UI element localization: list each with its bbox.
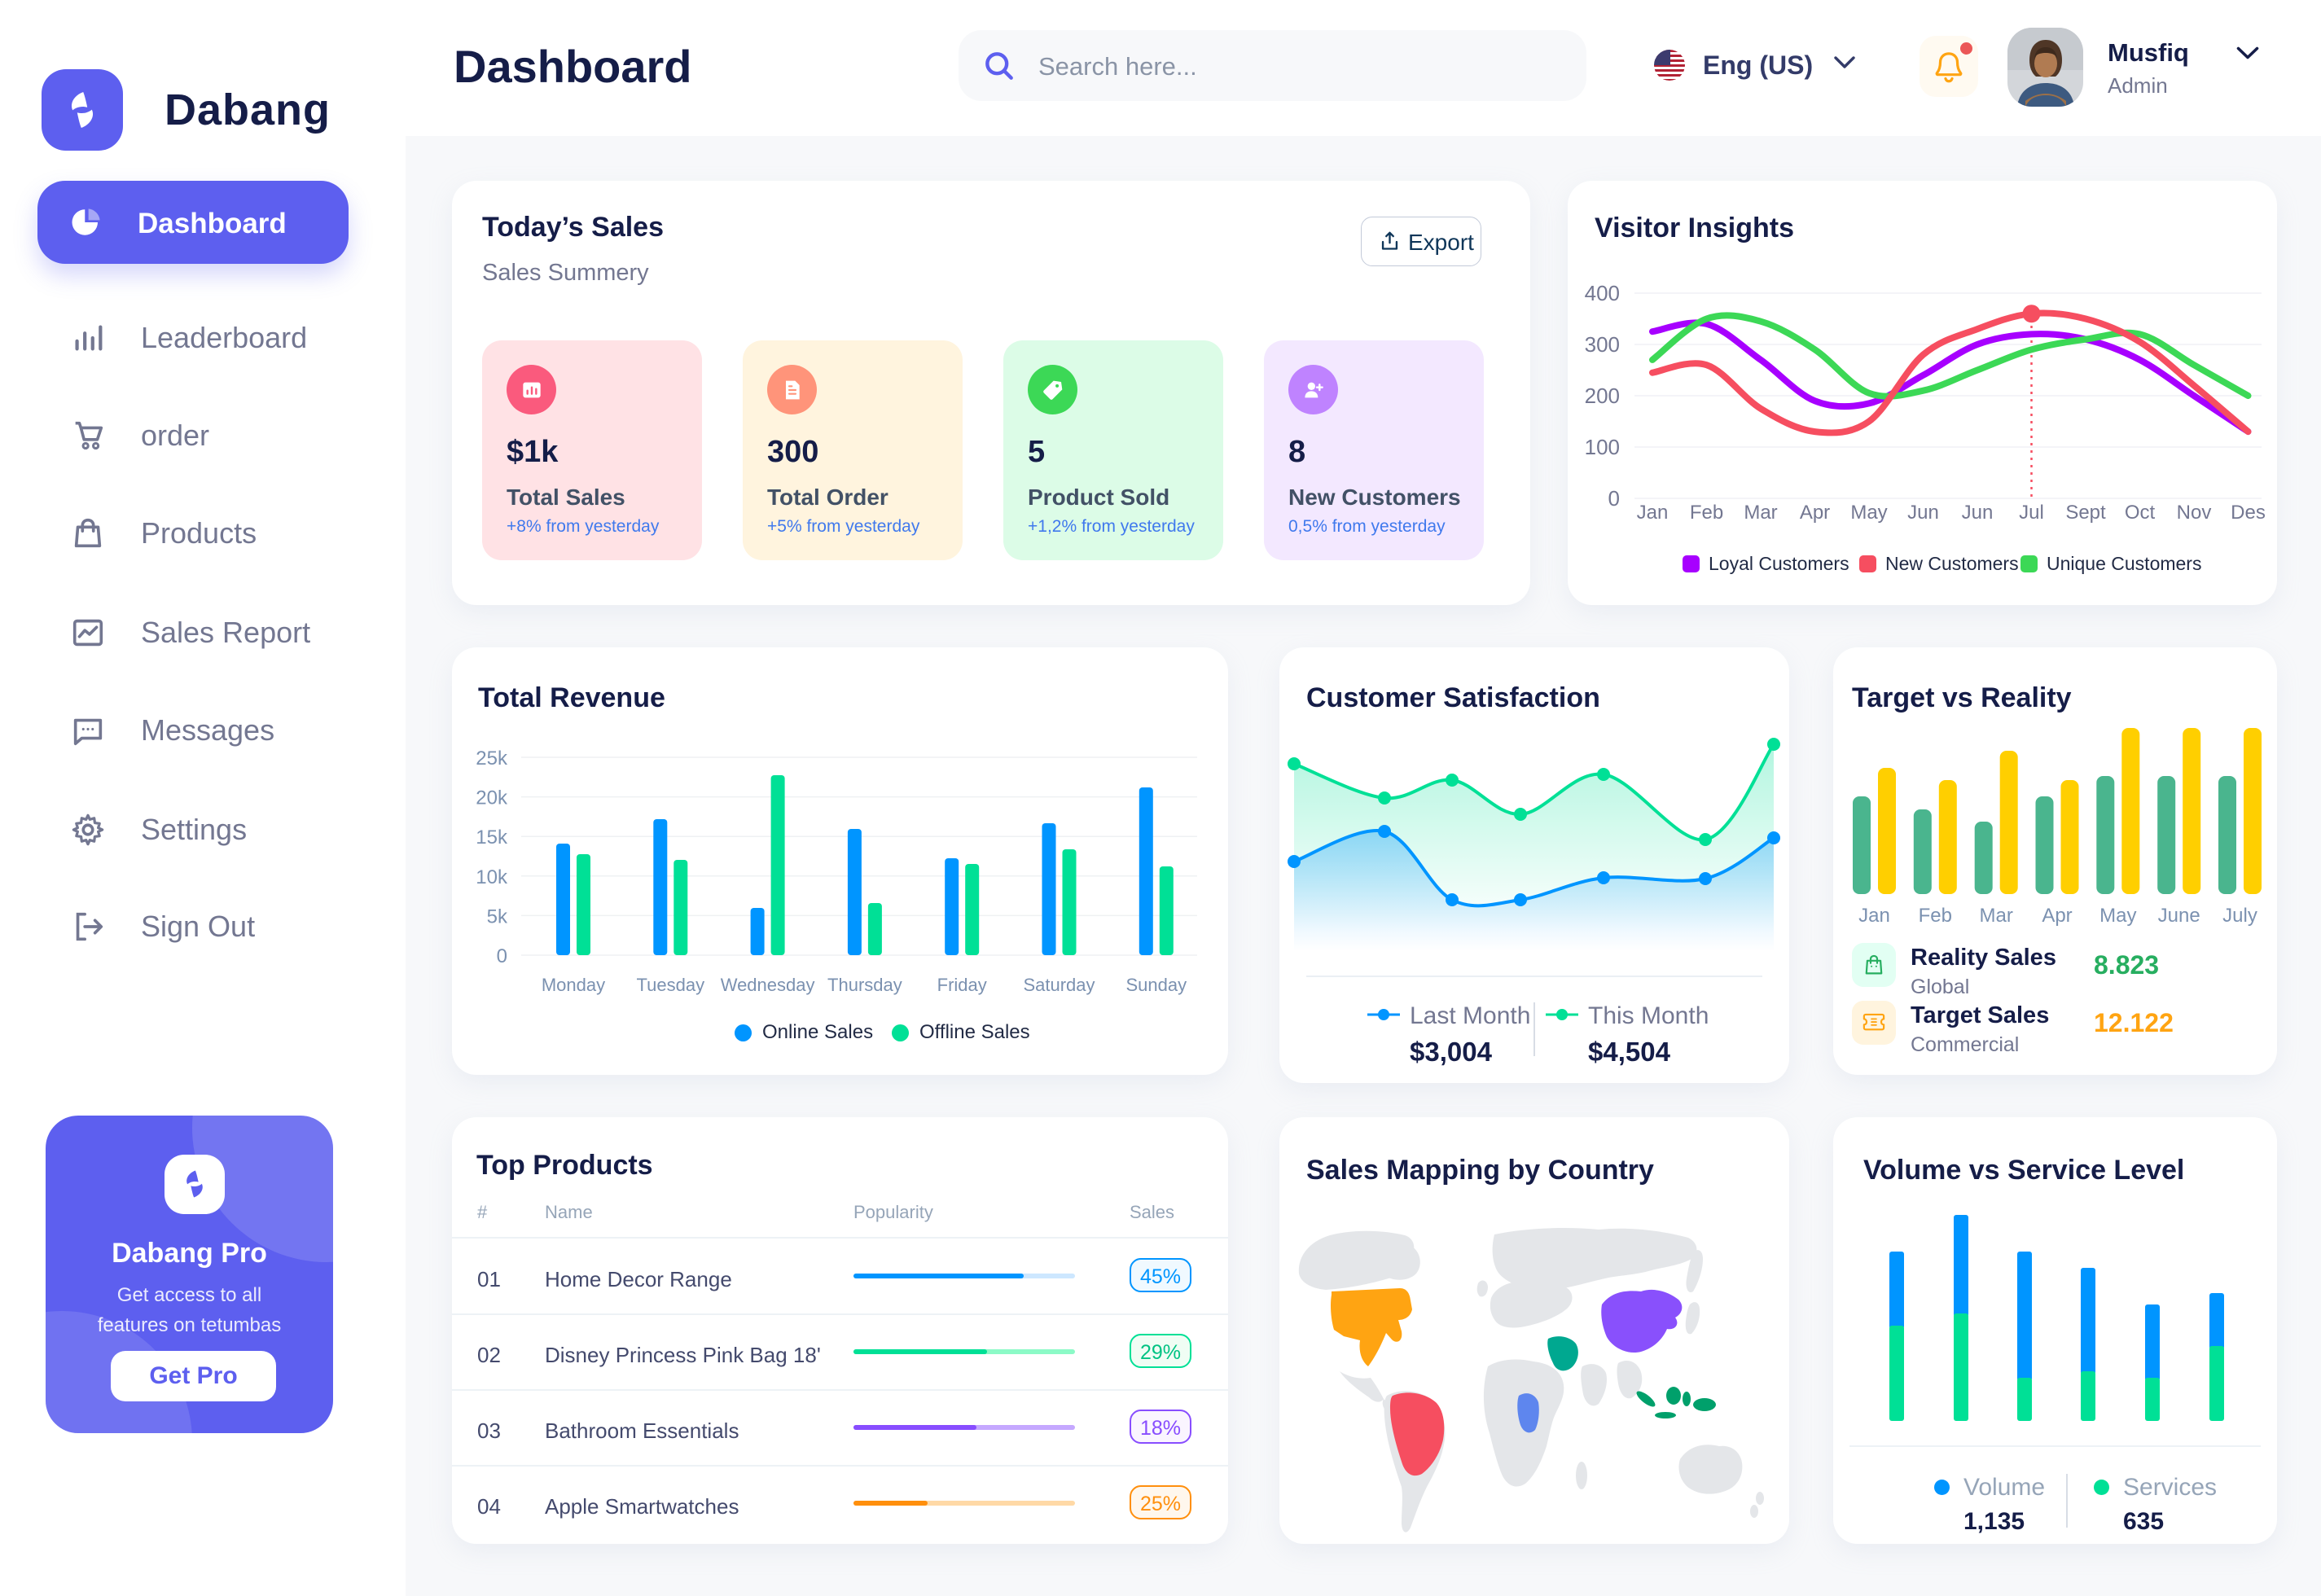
svg-text:Jun: Jun: [1962, 502, 1994, 524]
svg-text:5k: 5k: [487, 905, 508, 927]
svg-text:Sept: Sept: [2065, 502, 2106, 524]
svg-text:May: May: [2099, 905, 2136, 927]
svg-text:400: 400: [1585, 281, 1620, 305]
svg-text:Saturday: Saturday: [1023, 975, 1095, 995]
svg-text:Apr: Apr: [2042, 905, 2072, 927]
svg-text:100: 100: [1585, 435, 1620, 459]
svg-text:Nov: Nov: [2177, 502, 2212, 524]
svg-text:July: July: [2222, 905, 2257, 927]
svg-text:Jun: Jun: [1907, 502, 1939, 524]
svg-text:Monday: Monday: [542, 975, 605, 995]
svg-text:Jan: Jan: [1637, 502, 1669, 524]
svg-text:Wednesday: Wednesday: [721, 975, 815, 995]
svg-text:Tuesday: Tuesday: [637, 975, 705, 995]
svg-text:300: 300: [1585, 332, 1620, 357]
svg-text:0: 0: [1608, 486, 1620, 511]
svg-text:15k: 15k: [476, 826, 508, 848]
svg-text:Oct: Oct: [2125, 502, 2156, 524]
svg-text:Mar: Mar: [1980, 905, 2013, 927]
svg-text:Mar: Mar: [1744, 502, 1777, 524]
svg-text:Jul: Jul: [2019, 502, 2044, 524]
svg-text:Friday: Friday: [937, 975, 987, 995]
svg-text:200: 200: [1585, 384, 1620, 408]
svg-text:May: May: [1850, 502, 1887, 524]
svg-text:June: June: [2158, 905, 2200, 927]
svg-text:Des: Des: [2231, 502, 2266, 524]
svg-text:Apr: Apr: [1800, 502, 1830, 524]
svg-text:Sunday: Sunday: [1125, 975, 1187, 995]
svg-text:25k: 25k: [476, 748, 508, 770]
svg-text:10k: 10k: [476, 866, 508, 888]
svg-text:0: 0: [497, 945, 507, 967]
svg-text:Jan: Jan: [1858, 905, 1890, 927]
svg-text:Feb: Feb: [1919, 905, 1952, 927]
svg-text:Thursday: Thursday: [827, 975, 902, 995]
svg-text:Feb: Feb: [1690, 502, 1723, 524]
svg-text:20k: 20k: [476, 787, 508, 809]
